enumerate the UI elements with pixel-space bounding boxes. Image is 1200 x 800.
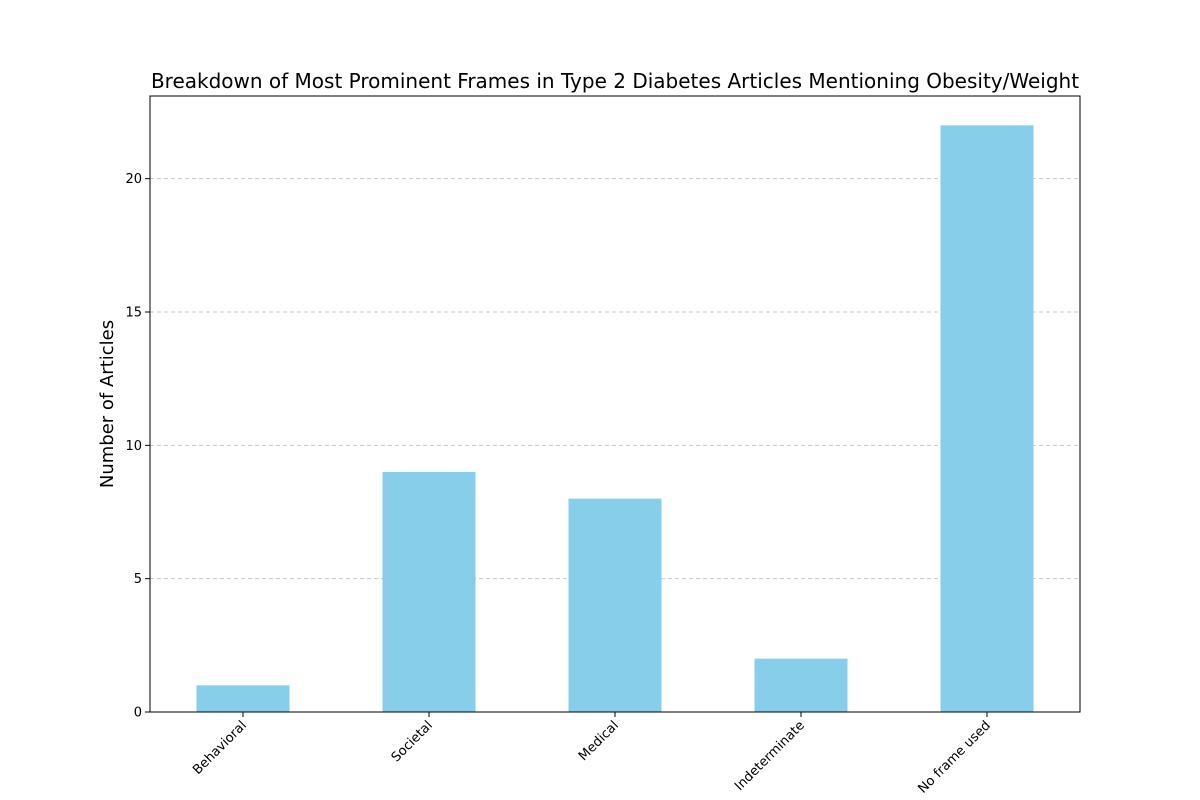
y-tick-label: 15 bbox=[125, 306, 142, 321]
bars-layer bbox=[196, 125, 1034, 713]
x-tick-label: Behavioral bbox=[190, 718, 250, 778]
bar-indeterminate bbox=[754, 658, 848, 712]
y-tick-label: 0 bbox=[134, 706, 142, 721]
bar-medical bbox=[568, 498, 662, 712]
x-tick-label: Societal bbox=[389, 718, 436, 765]
x-tick-label: Indeterminate bbox=[732, 718, 808, 794]
bar-no-frame-used bbox=[940, 125, 1034, 713]
y-axis: 0 5 10 15 20 bbox=[125, 172, 150, 721]
y-tick-label: 5 bbox=[134, 572, 142, 587]
x-tick-label: Medical bbox=[576, 718, 622, 764]
chart-title: Breakdown of Most Prominent Frames in Ty… bbox=[151, 69, 1079, 93]
y-tick-label: 10 bbox=[125, 439, 142, 454]
x-tick-label: No frame used bbox=[916, 718, 994, 796]
bar-behavioral bbox=[196, 685, 290, 712]
bar-societal bbox=[382, 472, 476, 712]
y-tick-label: 20 bbox=[125, 172, 142, 187]
y-axis-label: Number of Articles bbox=[97, 320, 118, 488]
x-axis: Behavioral Societal Medical Indeterminate No… bbox=[190, 712, 994, 797]
